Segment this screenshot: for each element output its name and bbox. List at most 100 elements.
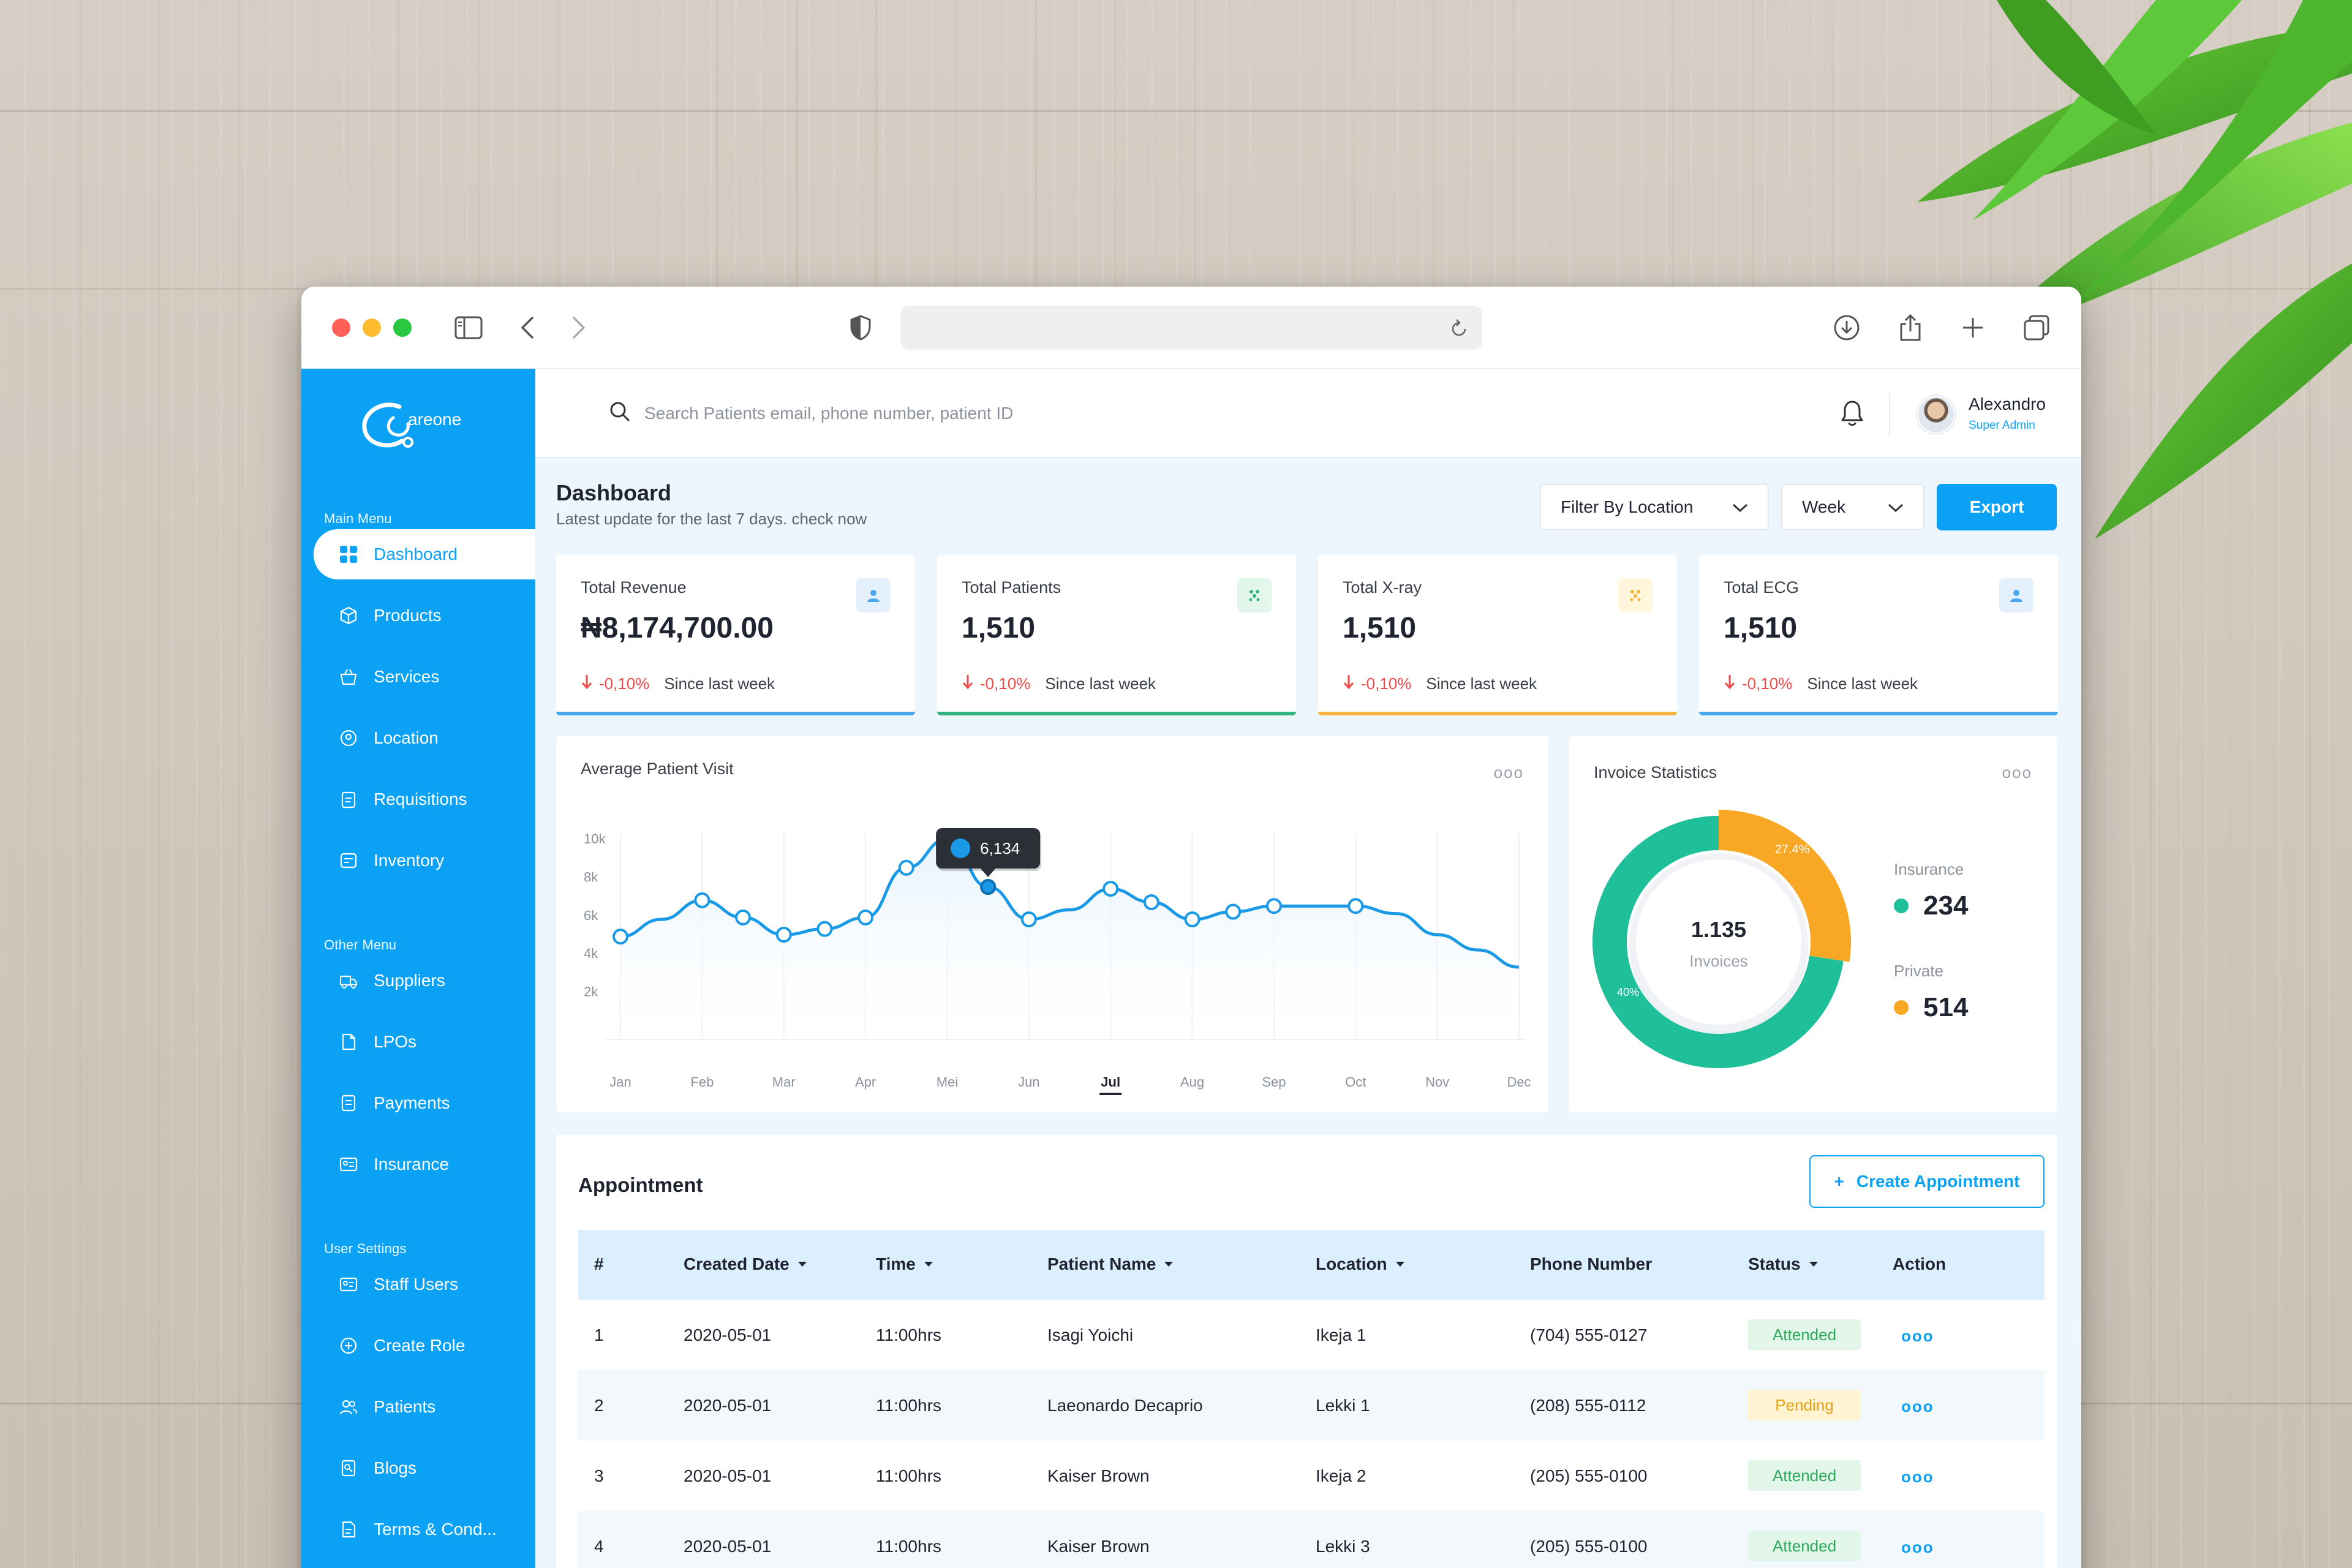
sidebar-item-location[interactable]: Location: [314, 713, 535, 763]
patient-name: Laeonardo Decaprio: [1047, 1396, 1203, 1415]
user-icon: [1999, 578, 2034, 612]
data-point: [858, 909, 874, 925]
data-point: [1348, 898, 1364, 914]
donut-slice: [1719, 810, 1851, 962]
insurance-value: 234: [1894, 891, 1968, 921]
table-row[interactable]: 2 2020-05-01 11:00hrs Laeonardo Decaprio…: [578, 1370, 2045, 1441]
line-chart: Jan Feb Mar Apr Mei Jun Jul Aug Sep Oct Nov Dec 2k 4k…: [584, 828, 1531, 1095]
stat-value: 1,510: [962, 612, 1036, 644]
column-header-created-date[interactable]: Created Date: [684, 1254, 807, 1274]
table-row[interactable]: 4 2020-05-01 11:00hrs Kaiser Brown Lekki…: [578, 1511, 2045, 1568]
more-options-icon[interactable]: ooo: [2002, 763, 2032, 782]
export-button[interactable]: Export: [1937, 484, 2057, 530]
avatar[interactable]: [1917, 396, 1955, 434]
stat-change: -0,10%: [980, 674, 1031, 693]
new-tab-icon[interactable]: [1955, 310, 1991, 345]
stat-accent-bar: [556, 712, 915, 715]
column-header-phone: Phone Number: [1530, 1254, 1653, 1273]
sidebar-item-lpos[interactable]: LPOs: [314, 1017, 535, 1067]
sidebar-item-staff-users[interactable]: Staff Users: [314, 1259, 535, 1310]
column-header-patient-name[interactable]: Patient Name: [1047, 1254, 1174, 1274]
location: Ikeja 2: [1316, 1466, 1366, 1485]
selected-month-underline: [1099, 1093, 1122, 1095]
series-area: [620, 839, 1519, 1039]
browser-toolbar: [301, 287, 2081, 369]
x-tick-label: Jan: [609, 1074, 631, 1090]
share-icon[interactable]: [1893, 310, 1928, 345]
tooltip-pointer: [981, 869, 996, 877]
sidebar-item-suppliers[interactable]: Suppliers: [314, 956, 535, 1006]
slice-label: 27.4%: [1775, 843, 1810, 856]
sidebar-item-inventory[interactable]: Inventory: [314, 835, 535, 886]
table-row[interactable]: 3 2020-05-01 11:00hrs Kaiser Brown Ikeja…: [578, 1441, 2045, 1511]
sidebar-item-requisitions[interactable]: Requisitions: [314, 774, 535, 824]
donut-hole-ring: [1630, 853, 1807, 1031]
main-menu-heading: Main Menu: [324, 511, 392, 526]
shield-icon[interactable]: [843, 310, 878, 345]
column-header-status[interactable]: Status: [1748, 1254, 1818, 1274]
sidebar-item-patients[interactable]: Patients: [314, 1382, 535, 1432]
stat-title: Total ECG: [1724, 578, 1800, 597]
sidebar-item-insurance[interactable]: Insurance: [314, 1139, 535, 1189]
time: 11:00hrs: [876, 1325, 941, 1344]
appointment-title: Appointment: [578, 1174, 703, 1196]
sidebar-item-services[interactable]: Services: [314, 652, 535, 702]
tabs-overview-icon[interactable]: [2019, 310, 2054, 345]
data-point: [898, 859, 914, 876]
create-appointment-label: Create Appointment: [1856, 1172, 2020, 1191]
x-tick-label: Dec: [1507, 1074, 1531, 1090]
sidebar-item-label: Requisitions: [374, 790, 467, 809]
legend-dot: [1894, 899, 1909, 913]
filter-location-dropdown[interactable]: Filter By Location: [1540, 484, 1769, 530]
table-row[interactable]: 1 2020-05-01 11:00hrs Isagi Yoichi Ikeja…: [578, 1300, 2045, 1370]
y-tick-label: 6k: [584, 908, 598, 923]
highlighted-point: [980, 879, 997, 895]
sidebar-item-terms[interactable]: Terms & Cond...: [314, 1504, 535, 1555]
logo-text: areone: [408, 410, 461, 429]
data-point: [816, 921, 833, 937]
maximize-window-button[interactable]: [393, 318, 412, 337]
y-tick-label: 10k: [584, 831, 606, 846]
close-window-button[interactable]: [332, 318, 350, 337]
id-card-icon: [338, 1154, 359, 1175]
sidebar-item-dashboard[interactable]: Dashboard: [314, 529, 535, 579]
column-header-location[interactable]: Location: [1316, 1254, 1404, 1274]
download-icon[interactable]: [1829, 310, 1864, 345]
create-appointment-button[interactable]: + Create Appointment: [1809, 1155, 2045, 1208]
patient-name: Kaiser Brown: [1047, 1537, 1150, 1556]
column-header-time[interactable]: Time: [876, 1254, 933, 1274]
forward-icon[interactable]: [561, 310, 597, 345]
row-actions-icon[interactable]: ooo: [1901, 1538, 1934, 1556]
status-badge: Attended: [1748, 1460, 1861, 1491]
status-badge: Pending: [1748, 1390, 1861, 1420]
arrow-down-icon: [581, 674, 593, 694]
sidebar-item-create-role[interactable]: Create Role: [314, 1321, 535, 1371]
address-bar[interactable]: [900, 306, 1482, 350]
reload-icon[interactable]: [1449, 317, 1469, 342]
row-actions-icon[interactable]: ooo: [1901, 1327, 1934, 1345]
sidebar-item-products[interactable]: Products: [314, 590, 535, 641]
row-actions-icon[interactable]: ooo: [1901, 1397, 1934, 1415]
sidebar-item-payments[interactable]: Payments: [314, 1078, 535, 1128]
arrow-down-icon: [962, 674, 974, 694]
sidebar-item-blogs[interactable]: Blogs: [314, 1443, 535, 1493]
chart-title: Average Patient Visit: [581, 760, 734, 778]
filter-period-dropdown[interactable]: Week: [1781, 484, 1924, 530]
stat-since: Since last week: [1045, 674, 1156, 693]
average-patient-visit-card: Average Patient Visit ooo Jan Feb Mar Apr Me…: [556, 736, 1548, 1112]
tooltip-box: [936, 828, 1041, 869]
group-icon: [1237, 578, 1272, 612]
more-options-icon[interactable]: ooo: [1493, 763, 1524, 782]
stat-value: ₦8,174,700.00: [581, 612, 774, 644]
search-input[interactable]: [644, 403, 1196, 423]
x-tick-label: Aug: [1180, 1074, 1204, 1090]
minimize-window-button[interactable]: [363, 318, 381, 337]
back-icon[interactable]: [510, 310, 545, 345]
document-icon: [338, 1031, 359, 1052]
slice-label: 40%: [1617, 986, 1639, 998]
arrow-down-icon: [1343, 674, 1355, 694]
row-actions-icon[interactable]: ooo: [1901, 1468, 1934, 1486]
patient-name: Kaiser Brown: [1047, 1466, 1150, 1485]
notification-bell-icon[interactable]: [1840, 399, 1864, 431]
sidebar-toggle-icon[interactable]: [451, 310, 486, 345]
